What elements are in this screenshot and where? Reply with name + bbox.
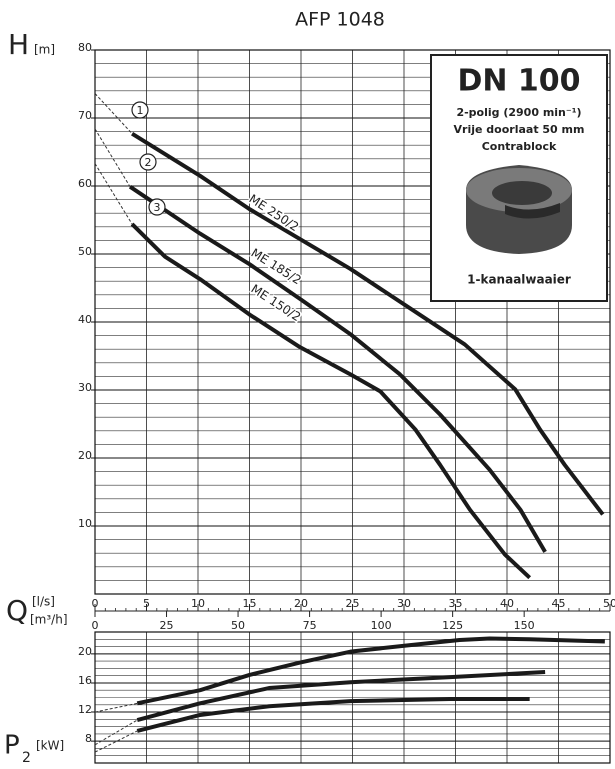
x-tick-label: 30 [397,597,411,610]
x-axis-unit: [l/s] [32,595,55,609]
x2-tick-label: 50 [231,619,245,632]
info-box: DN 100 2-polig (2900 min⁻¹) Vrije doorla… [430,54,608,302]
y-tick-label: 16 [78,674,92,687]
impeller-image [466,165,572,254]
x2-tick-label: 25 [160,619,174,632]
y-tick-label: 20 [78,645,92,658]
x2-tick-label: 150 [514,619,535,632]
plot-frame [94,631,611,764]
y-tick-label: 10 [78,517,92,530]
plot-frame [94,49,611,595]
y-axis-label: P [4,731,20,761]
x-tick-label: 10 [191,597,205,610]
x2-tick-label: 0 [92,619,99,632]
curve [130,222,532,580]
y-tick-label: 70 [78,109,92,122]
extrapolation-line [94,719,138,746]
y-tick-label: 50 [78,245,92,258]
y-tick-label: 20 [78,449,92,462]
info-line: 2-polig (2900 min⁻¹) [456,106,581,119]
curve [136,670,546,722]
y-axis-unit: [kW] [36,739,64,753]
extrapolation-line [94,730,138,753]
curve-marker-label: 2 [145,156,152,169]
info-line: Contrablock [482,140,557,153]
info-caption: 1-kanaalwaaier [467,273,571,287]
curve-marker-label: 1 [137,104,144,117]
x-tick-label: 20 [294,597,308,610]
x2-tick-label: 125 [442,619,463,632]
curve [128,185,547,553]
x-tick-label: 0 [92,597,99,610]
extrapolation-line [94,163,133,225]
x2-tick-label: 75 [303,619,317,632]
curve [131,131,605,516]
x-tick-label: 25 [346,597,360,610]
y-tick-label: 8 [85,732,92,745]
x-axis-label: Q [6,594,28,627]
x-tick-label: 40 [500,597,514,610]
y-tick-label: 60 [78,177,92,190]
curve-marker [148,198,166,216]
extrapolation-line [94,702,138,713]
y-axis-subscript: 2 [22,750,31,766]
x-tick-label: 35 [449,597,463,610]
info-line: Vrije doorlaat 50 mm [454,123,585,136]
extrapolation-line [94,93,133,134]
x2-tick-label: 100 [371,619,392,632]
curve-marker [139,153,157,171]
x-tick-label: 15 [243,597,257,610]
curve [136,636,605,706]
curve-marker-label: 3 [154,201,161,214]
x-tick-label: 50 [603,597,615,610]
x-tick-label: 5 [143,597,150,610]
y-tick-label: 12 [78,703,92,716]
y-tick-label: 80 [78,41,92,54]
y-tick-label: 40 [78,313,92,326]
info-title: DN 100 [457,64,580,99]
y-axis-unit: [m] [34,43,55,57]
y-axis-label: H [8,28,29,61]
extrapolation-line [94,128,131,187]
chart-title: AFP 1048 [295,9,385,31]
y-tick-label: 30 [78,381,92,394]
x-tick-label: 45 [552,597,566,610]
curve-marker [131,101,149,119]
x2-axis-unit: [m³/h] [30,613,68,627]
curve [136,696,530,733]
